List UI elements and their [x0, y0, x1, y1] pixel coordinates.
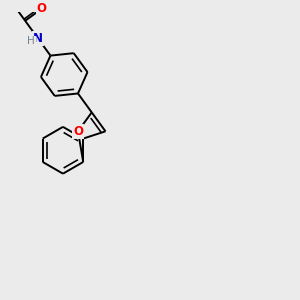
Text: O: O	[73, 125, 83, 138]
Text: O: O	[37, 2, 47, 15]
Text: H: H	[28, 37, 35, 46]
Text: N: N	[33, 32, 43, 45]
